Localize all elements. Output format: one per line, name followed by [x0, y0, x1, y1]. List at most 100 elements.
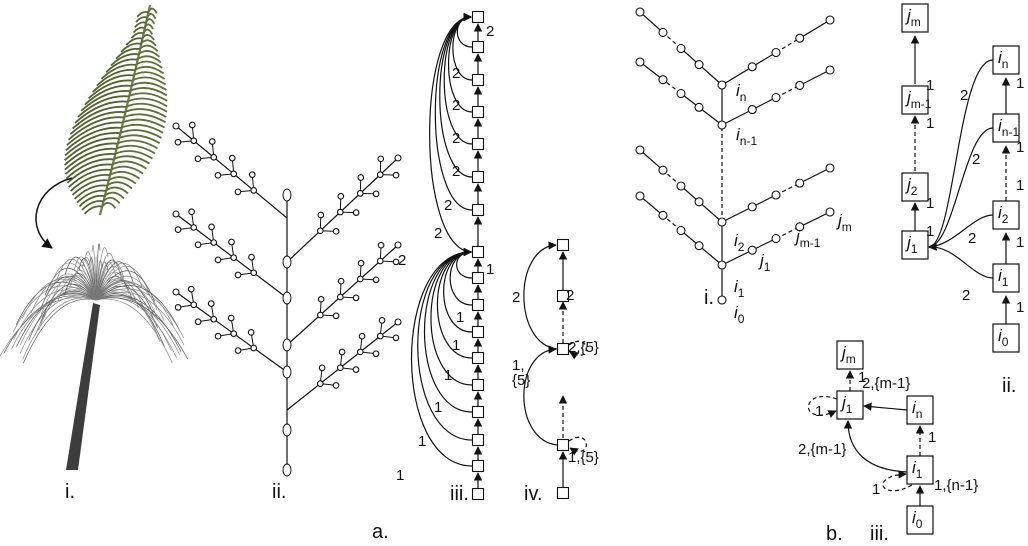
node-label: in — [736, 81, 746, 104]
node-label-sub: m-1 — [911, 97, 932, 111]
leaf-node — [333, 229, 339, 235]
edge-label: 2,{m-1} — [862, 375, 910, 392]
node — [826, 66, 834, 74]
node — [659, 211, 667, 219]
branch — [800, 212, 830, 227]
leaf-node — [235, 189, 241, 195]
node — [191, 138, 197, 144]
node — [659, 166, 667, 174]
edge-label: 2 — [960, 87, 968, 104]
edge-label: 2 — [566, 287, 574, 304]
node-label: in-1 — [736, 125, 757, 148]
node — [211, 154, 217, 160]
node — [337, 209, 343, 215]
branch — [640, 12, 663, 32]
leaf-node — [358, 260, 364, 266]
node — [826, 164, 834, 172]
leaflet — [121, 44, 141, 52]
leaf-node — [229, 239, 235, 245]
node-box — [558, 488, 569, 499]
node — [772, 94, 780, 102]
node-label: i0 — [734, 303, 745, 326]
node-box — [558, 344, 569, 355]
node-label-sub: 0 — [916, 517, 923, 531]
leaf-node — [173, 211, 179, 217]
edge-label: 2 — [452, 97, 460, 114]
leaf-node — [215, 333, 221, 339]
node-box — [473, 12, 484, 23]
node — [772, 191, 780, 199]
panel-label: i. — [704, 287, 714, 309]
node — [318, 228, 324, 234]
leaf-node — [215, 257, 221, 263]
leaf-node — [189, 209, 195, 215]
branch — [722, 110, 752, 125]
node-label-sub: m — [911, 15, 921, 29]
leaflet — [85, 206, 102, 213]
node — [283, 339, 291, 351]
node-box — [473, 461, 484, 472]
node-label-sub: 2 — [738, 240, 745, 254]
node — [718, 296, 726, 304]
node — [748, 63, 756, 71]
node — [318, 312, 324, 318]
frond — [0, 297, 96, 358]
node — [377, 172, 383, 178]
panel-label: iii. — [450, 483, 469, 505]
edge — [929, 247, 993, 278]
edge-label: 2 — [962, 287, 970, 304]
node-label: i1 — [734, 277, 745, 300]
leaf-node — [209, 224, 215, 230]
leaflet — [102, 203, 115, 208]
edge-label: 1 — [418, 433, 426, 450]
node-label-sub: m — [846, 352, 856, 366]
edge-label: 1 — [486, 261, 494, 278]
node-box — [473, 435, 484, 446]
leaf-node — [373, 277, 379, 283]
node — [191, 225, 197, 231]
caption: b. — [826, 523, 843, 545]
frond — [96, 298, 188, 359]
leaf-node — [173, 289, 179, 295]
branch — [800, 70, 830, 85]
node-box — [473, 327, 484, 338]
edge-label: 2,{5} — [568, 339, 599, 356]
panel-label: ii. — [1002, 375, 1016, 397]
node — [283, 292, 291, 304]
node — [748, 246, 756, 254]
edge-label: 1 — [456, 309, 464, 326]
node-label-sub: n-1 — [740, 134, 758, 148]
node-label: i2 — [734, 231, 745, 254]
node — [283, 189, 291, 201]
node-box — [473, 42, 484, 53]
leaf-node — [353, 367, 359, 373]
node-box — [473, 247, 484, 258]
edge — [848, 421, 907, 472]
edge-label: 1 — [1016, 75, 1024, 92]
edge-label: 2,{m-1} — [798, 441, 846, 458]
leaf-node — [318, 296, 324, 302]
branch — [699, 65, 722, 85]
node — [357, 349, 363, 355]
panel-label: iii. — [870, 523, 889, 545]
node-label-sub: n — [1002, 57, 1009, 71]
leaf-node — [339, 349, 345, 355]
edge-label: 2 — [452, 130, 460, 147]
node-label-sub: 0 — [738, 312, 745, 326]
node — [677, 45, 685, 53]
node — [772, 49, 780, 57]
edge-label: 1 — [926, 77, 934, 94]
node — [677, 90, 685, 98]
frond — [20, 296, 96, 353]
node-box — [473, 75, 484, 86]
edge-label: 2 — [968, 230, 976, 247]
node-box — [473, 300, 484, 311]
node-label-sub: n-1 — [1002, 125, 1020, 139]
node — [337, 365, 343, 371]
edge — [524, 245, 557, 349]
node-label-sub: 1 — [1002, 275, 1009, 289]
node — [231, 331, 237, 337]
node — [695, 61, 703, 69]
branch — [722, 207, 752, 222]
node — [636, 146, 644, 154]
